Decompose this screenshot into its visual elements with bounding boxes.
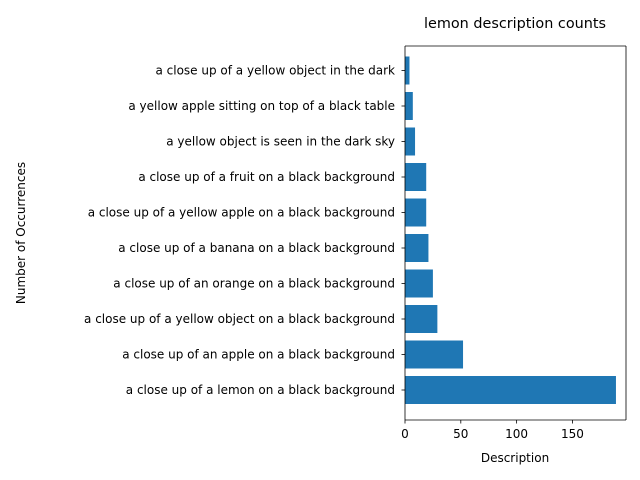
y-tick-label: a close up of an orange on a black backg… (113, 277, 395, 291)
bar (405, 163, 427, 191)
y-tick-label: a close up of a yellow apple on a black … (88, 206, 395, 220)
y-tick-label: a close up of a yellow object on a black… (84, 312, 395, 326)
bar (405, 305, 438, 333)
bar (405, 198, 427, 227)
bar (405, 340, 464, 369)
x-tick-label: 50 (453, 427, 468, 441)
y-tick-label: a close up of an apple on a black backgr… (122, 348, 395, 362)
y-axis-label: Number of Occurrences (14, 162, 28, 304)
bar (405, 269, 433, 298)
y-tick-label: a yellow apple sitting on top of a black… (128, 99, 395, 113)
y-tick-label: a yellow object is seen in the dark sky (166, 135, 395, 149)
x-ticks-group: 0 50 100 150 (401, 420, 584, 441)
chart-title: lemon description counts (424, 16, 606, 32)
y-tick-label: a close up of a fruit on a black backgro… (138, 170, 395, 184)
y-tick-label: a close up of a yellow object in the dar… (155, 64, 395, 78)
x-axis-label: Description (481, 451, 549, 465)
bar (405, 376, 616, 404)
x-tick-label: 100 (505, 427, 528, 441)
bars-group (405, 56, 616, 404)
bar (405, 234, 429, 262)
y-tick-label: a close up of a banana on a black backgr… (118, 241, 395, 255)
y-ticks-group: a close up of a lemon on a black backgro… (84, 64, 405, 397)
y-tick-label: a close up of a lemon on a black backgro… (126, 383, 395, 397)
x-tick-label: 0 (401, 427, 409, 441)
bar (405, 56, 410, 85)
bar (405, 92, 413, 120)
bar (405, 127, 416, 156)
x-tick-label: 150 (561, 427, 584, 441)
axes-frame (404, 45, 627, 421)
